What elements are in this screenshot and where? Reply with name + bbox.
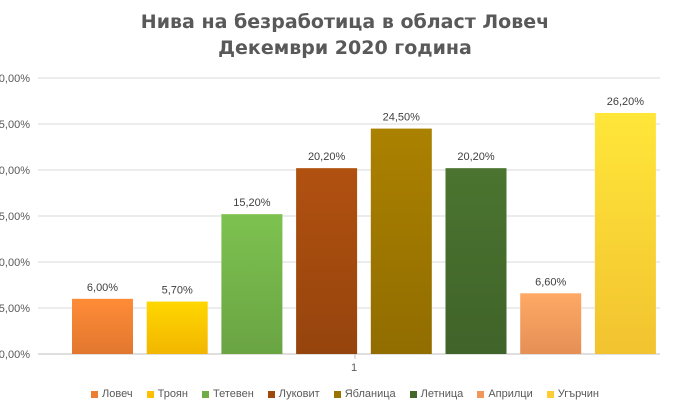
data-label: 6,00%: [87, 282, 118, 294]
data-label: 20,20%: [308, 151, 346, 163]
legend-item: Троян: [146, 388, 188, 400]
legend-item: Летница: [409, 388, 464, 400]
legend-swatch: [146, 390, 154, 398]
legend-item: Тетевен: [201, 388, 254, 400]
data-label: 5,70%: [162, 285, 193, 297]
legend-label: Априлци: [488, 388, 533, 400]
legend-swatch: [201, 390, 209, 398]
y-tick-label: 0,00%: [0, 349, 30, 361]
legend-label: Троян: [157, 388, 188, 400]
legend-item: Луковит: [267, 388, 320, 400]
legend-item: Ябланица: [333, 388, 396, 400]
legend-swatch: [333, 390, 341, 398]
y-tick-label: 10,00%: [0, 257, 30, 269]
legend-item: Априлци: [477, 388, 533, 400]
legend-label: Ловеч: [102, 388, 133, 400]
bar-7: [520, 293, 582, 354]
data-label: 15,20%: [233, 197, 271, 209]
legend-item: Ловеч: [91, 388, 133, 400]
y-tick-label: 25,00%: [0, 119, 30, 131]
legend-label: Угърчин: [557, 388, 599, 400]
data-label: 6,60%: [535, 276, 566, 288]
y-tick-label: 30,00%: [0, 73, 30, 85]
bar-2: [146, 301, 208, 354]
y-tick-label: 20,00%: [0, 165, 30, 177]
legend-swatch: [267, 390, 275, 398]
legend-swatch: [546, 390, 554, 398]
bar-1: [72, 298, 133, 354]
legend-label: Ябланица: [344, 388, 396, 400]
chart-subtitle: Декември 2020 година: [218, 37, 472, 59]
legend-item: Угърчин: [546, 388, 599, 400]
bar-3: [221, 214, 283, 354]
data-label: 20,20%: [457, 151, 495, 163]
chart-title: Нива на безработица в област Ловеч: [140, 11, 550, 33]
legend-swatch: [477, 390, 485, 398]
legend-swatch: [409, 390, 417, 398]
legend-label: Летница: [420, 388, 464, 400]
bar-6: [445, 168, 507, 354]
chart-legend: Ловеч Троян Тетевен Луковит Ябланица Летница А…: [0, 388, 690, 400]
legend-label: Луковит: [278, 388, 320, 400]
legend-label: Тетевен: [212, 388, 254, 400]
y-tick-label: 15,00%: [0, 211, 30, 223]
bar-8: [594, 112, 656, 355]
bar-4: [296, 168, 358, 354]
data-label: 26,20%: [607, 96, 645, 108]
data-label: 24,50%: [383, 112, 421, 124]
bar-5: [370, 128, 432, 354]
y-tick-label: 5,00%: [0, 303, 30, 315]
x-tick-label: 1: [351, 362, 357, 374]
legend-swatch: [91, 390, 99, 398]
